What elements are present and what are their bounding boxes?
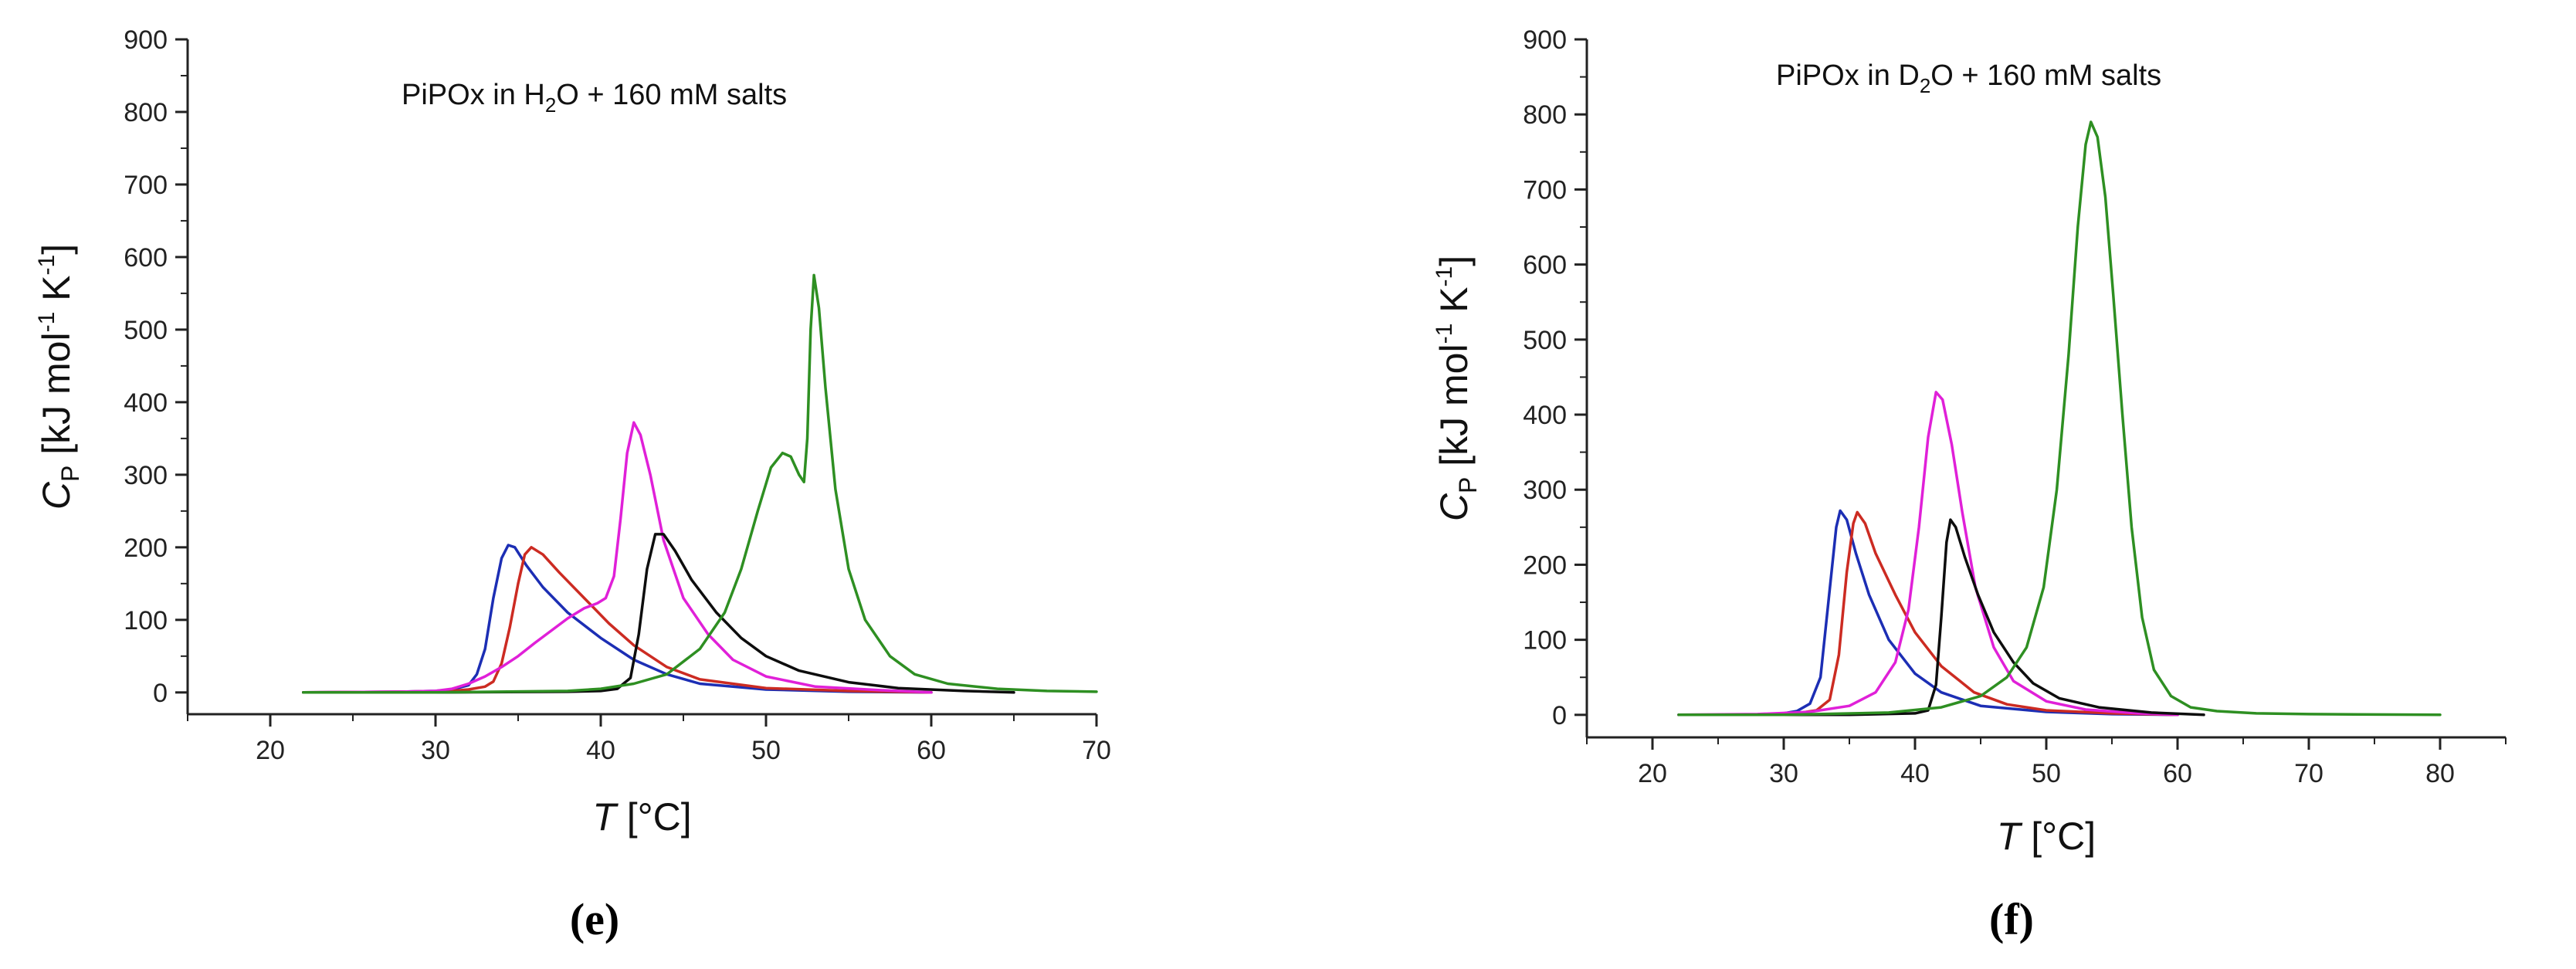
panel-f-x-axis-symbol: T	[1997, 815, 2023, 858]
panel-e-series-line-1	[302, 544, 933, 694]
panel-f-series-line-3	[1677, 391, 2179, 717]
panel-e-y-tick-label: 200	[124, 534, 168, 563]
panel-f-y-axis-unit: ]	[1432, 256, 1476, 266]
panel-e-y-tick-label: 0	[153, 679, 168, 708]
panel-e-title-text: O + 160 mM salts	[556, 79, 787, 111]
panel-f-x-tick-label: 60	[2163, 759, 2192, 788]
panel-e-x-tick-label: 20	[256, 736, 285, 765]
panel-e-y-axis-superscript: -1	[34, 312, 59, 333]
panel-f-y-axis-unit: [kJ mol	[1432, 344, 1476, 476]
panel-e-chart-title: PiPOx in H2O + 160 mM salts	[402, 79, 787, 117]
panel-f-y-tick-label: 900	[1523, 25, 1567, 55]
panel-f-y-tick-label: 700	[1523, 175, 1567, 205]
panel-f-title-text: O + 160 mM salts	[1930, 59, 2161, 92]
panel-e-series-line-2	[302, 546, 933, 694]
panel-f-title-subscript: 2	[1920, 74, 1930, 97]
panel-e-title-subscript: 2	[545, 93, 556, 117]
panel-e-x-axis-label: T [°C]	[592, 795, 691, 839]
panel-e-title-text: PiPOx in H	[402, 79, 545, 111]
panel-e-y-tick-label: 400	[124, 388, 168, 418]
panel-f-y-tick-label: 100	[1523, 626, 1567, 656]
panel-f-series-line-4	[1677, 518, 2205, 717]
panel-f-y-axis-superscript: -1	[1432, 266, 1457, 287]
panel-e-series-line-4	[302, 533, 1015, 694]
panel-f-x-tick-label: 40	[1900, 759, 1930, 788]
panel-f-y-tick-label: 300	[1523, 476, 1567, 505]
panel-e-y-axis-unit: [kJ mol	[35, 332, 78, 465]
panel-e-label: (e)	[570, 894, 619, 944]
panel-f-y-axis-label: CP [kJ mol-1 K-1]	[1432, 256, 1482, 521]
panel-e-x-axis-symbol: T	[592, 795, 619, 839]
panel-e-x-tick-label: 30	[421, 736, 450, 765]
panel-f-y-tick-label: 400	[1523, 401, 1567, 430]
panel-e-y-axis-subscript: P	[56, 466, 84, 482]
panel-f-label: (f)	[1989, 894, 2034, 944]
panel-f-x-tick-label: 20	[1638, 759, 1667, 788]
panel-e-y-tick-label: 800	[124, 98, 168, 127]
panel-f-title-text: PiPOx in D	[1776, 59, 1920, 92]
panel-f-y-tick-label: 800	[1523, 100, 1567, 130]
panel-e-y-tick-label: 500	[124, 316, 168, 345]
panel-e-x-tick-label: 70	[1082, 736, 1111, 765]
panel-e-y-axis-unit: K	[35, 275, 78, 311]
panel-e-y-tick-label: 700	[124, 171, 168, 200]
panel-e-y-tick-label: 900	[124, 25, 168, 55]
panel-e-y-tick-label: 600	[124, 243, 168, 273]
panel-f-series-line-5	[1677, 120, 2442, 717]
panel-f-y-tick-label: 0	[1552, 701, 1567, 730]
panel-f-y-axis-superscript: -1	[1432, 324, 1457, 344]
panel-f-y-axis-unit: K	[1432, 286, 1476, 323]
panel-f-x-tick-label: 70	[2294, 759, 2323, 788]
panel-f-y-tick-label: 500	[1523, 326, 1567, 355]
panel-f-x-axis-label: T [°C]	[1997, 815, 2096, 858]
panel-f-chart-title: PiPOx in D2O + 160 mM salts	[1776, 59, 2161, 97]
panel-f-x-tick-label: 50	[2032, 759, 2061, 788]
chart-panel-f: 20 30 40 50 60 70 8001002003004005006007008009…	[1432, 25, 2507, 944]
panel-e-x-tick-label: 50	[751, 736, 781, 765]
panel-e-series-line-5	[302, 273, 1098, 694]
panel-f-y-axis-symbol: C	[1432, 493, 1476, 521]
panel-f-y-axis-subscript: P	[1454, 477, 1482, 493]
panel-f-x-tick-label: 30	[1769, 759, 1798, 788]
panel-e-y-axis-unit: ]	[35, 244, 78, 255]
panel-e-x-axis-unit: [°C]	[616, 795, 692, 839]
panel-f-x-axis-unit: [°C]	[2020, 815, 2096, 858]
chart-panel-e: 20 30 40 50 60 700100200300400500600700800900…	[34, 25, 1111, 944]
panel-e-y-axis-symbol: C	[35, 481, 78, 510]
panel-e-y-axis-label: CP [kJ mol-1 K-1]	[34, 244, 84, 510]
panel-f-x-tick-label: 80	[2425, 759, 2455, 788]
panel-e-y-axis-superscript: -1	[34, 255, 59, 276]
panel-f-series-line-1	[1677, 509, 2179, 717]
panel-e-y-tick-label: 100	[124, 606, 168, 635]
panel-f-y-tick-label: 600	[1523, 251, 1567, 280]
panel-e-x-tick-label: 40	[586, 736, 615, 765]
panel-e-series-line-3	[302, 421, 933, 694]
panel-f-y-tick-label: 200	[1523, 551, 1567, 580]
panel-e-y-tick-label: 300	[124, 461, 168, 490]
panel-e-x-tick-label: 60	[917, 736, 946, 765]
